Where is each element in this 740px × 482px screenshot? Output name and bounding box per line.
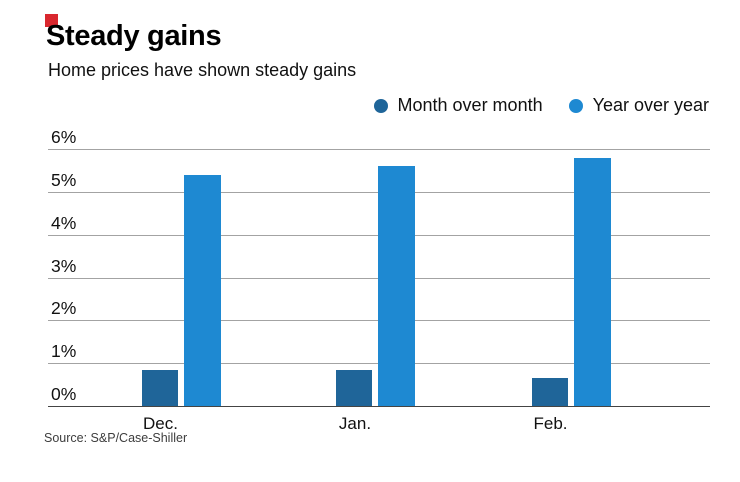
bar-month-over-month-jan: [336, 369, 372, 406]
y-tick-label: 0%: [51, 384, 77, 404]
x-tick-label: Feb.: [533, 414, 568, 433]
gridline-6%: [48, 149, 710, 150]
legend-item-month-over-month: Month over month: [373, 95, 543, 116]
legend-label: Month over month: [397, 95, 543, 115]
y-tick-label: 1%: [51, 341, 77, 362]
legend-swatch-icon: [373, 98, 388, 113]
legend-item-year-over-year: Year over year: [568, 95, 709, 116]
brand-accent-square: [45, 14, 58, 27]
legend-swatch-icon: [568, 98, 583, 113]
x-tick-label: Dec.: [143, 414, 178, 433]
bar-month-over-month-dec: [141, 369, 178, 406]
y-tick-label: 5%: [51, 169, 77, 190]
x-tick-label: Jan.: [338, 414, 372, 433]
source-note: Source: S&P/Case-Shiller: [44, 431, 188, 445]
legend: Month over month Year over year: [373, 95, 709, 116]
y-tick-label: 6%: [51, 127, 77, 147]
y-tick-label: 2%: [51, 298, 77, 319]
legend-label: Year over year: [592, 95, 709, 115]
y-tick-label: 4%: [51, 212, 77, 233]
bar-year-over-year-feb: [573, 157, 611, 406]
bar-month-over-month-feb: [531, 378, 568, 406]
bar-year-over-year-dec: [183, 174, 221, 406]
y-tick-label: 3%: [51, 255, 77, 276]
bar-year-over-year-jan: [378, 166, 415, 406]
chart-subtitle: Home prices have shown steady gains: [48, 60, 357, 80]
gridline-0%: [48, 406, 710, 407]
chart-title: Steady gains: [46, 20, 222, 52]
